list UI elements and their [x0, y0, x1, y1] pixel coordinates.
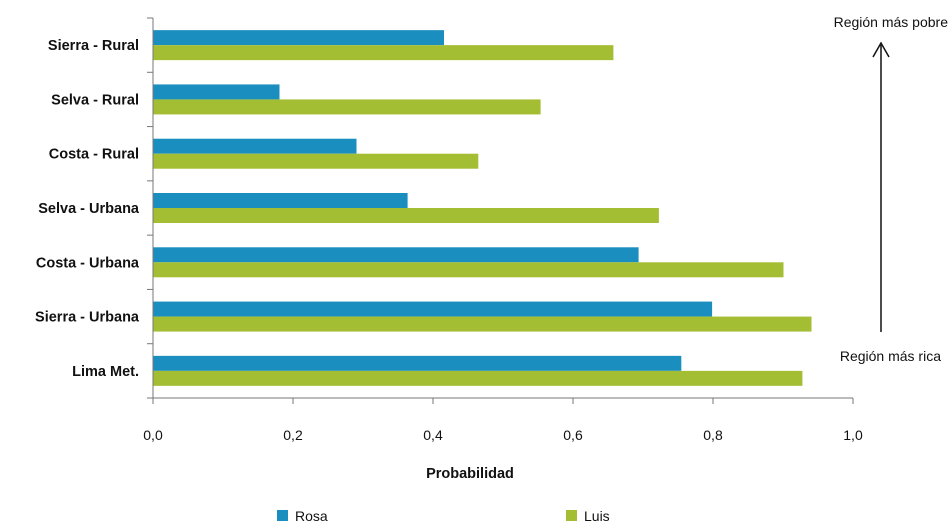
bar-luis-costa-rural — [153, 153, 479, 169]
legend: Rosa Luis — [277, 508, 610, 523]
bar-rosa-selva-urbana — [153, 193, 408, 208]
x-tick-label: 0,8 — [703, 427, 723, 443]
bar-luis-selva-urbana — [153, 208, 659, 223]
legend-swatch-luis — [566, 510, 577, 521]
annotation-top-label: Región más pobre — [834, 14, 949, 30]
x-tick-label: 1,0 — [843, 427, 863, 443]
y-ticks-group: Sierra - Rural Selva - Rural Costa - Rural… — [35, 17, 153, 399]
arrow-head-icon — [872, 41, 890, 58]
axes-group — [152, 18, 853, 399]
bar-luis-lima-met — [153, 370, 803, 386]
bar-luis-sierra-urbana — [153, 316, 812, 332]
bar-rosa-selva-rural — [153, 84, 280, 100]
x-ticks-group: 0,0 0,2 0,4 0,6 0,8 1,0 — [143, 398, 863, 443]
x-tick-label: 0,0 — [143, 427, 163, 443]
bar-luis-selva-rural — [153, 99, 541, 115]
legend-label-luis: Luis — [584, 508, 610, 523]
bar-rosa-costa-urbana — [153, 247, 639, 263]
category-label-selva-urbana: Selva - Urbana — [38, 201, 140, 217]
x-tick-label: 0,4 — [423, 427, 443, 443]
category-label-costa-urbana: Costa - Urbana — [36, 255, 140, 271]
bar-rosa-sierra-rural — [153, 30, 444, 46]
bar-rosa-sierra-urbana — [153, 301, 713, 317]
category-label-costa-rural: Costa - Rural — [49, 147, 139, 163]
annotation-bottom-label: Región más rica — [840, 348, 941, 364]
legend-label-rosa: Rosa — [295, 508, 328, 523]
category-label-lima-met: Lima Met. — [72, 364, 139, 380]
poverty-annotation: Región más pobre Región más rica — [834, 14, 949, 364]
category-label-selva-rural: Selva - Rural — [51, 92, 139, 108]
x-axis-title: Probabilidad — [426, 466, 514, 482]
bar-rosa-costa-rural — [153, 138, 357, 154]
category-label-sierra-rural: Sierra - Rural — [48, 38, 139, 54]
bar-luis-sierra-rural — [153, 45, 614, 61]
x-tick-label: 0,2 — [283, 427, 303, 443]
x-tick-label: 0,6 — [563, 427, 583, 443]
bar-luis-costa-urbana — [153, 262, 784, 278]
bar-rosa-lima-met — [153, 355, 682, 371]
bars-group — [153, 30, 812, 386]
category-label-sierra-urbana: Sierra - Urbana — [35, 310, 140, 326]
legend-swatch-rosa — [277, 510, 288, 521]
